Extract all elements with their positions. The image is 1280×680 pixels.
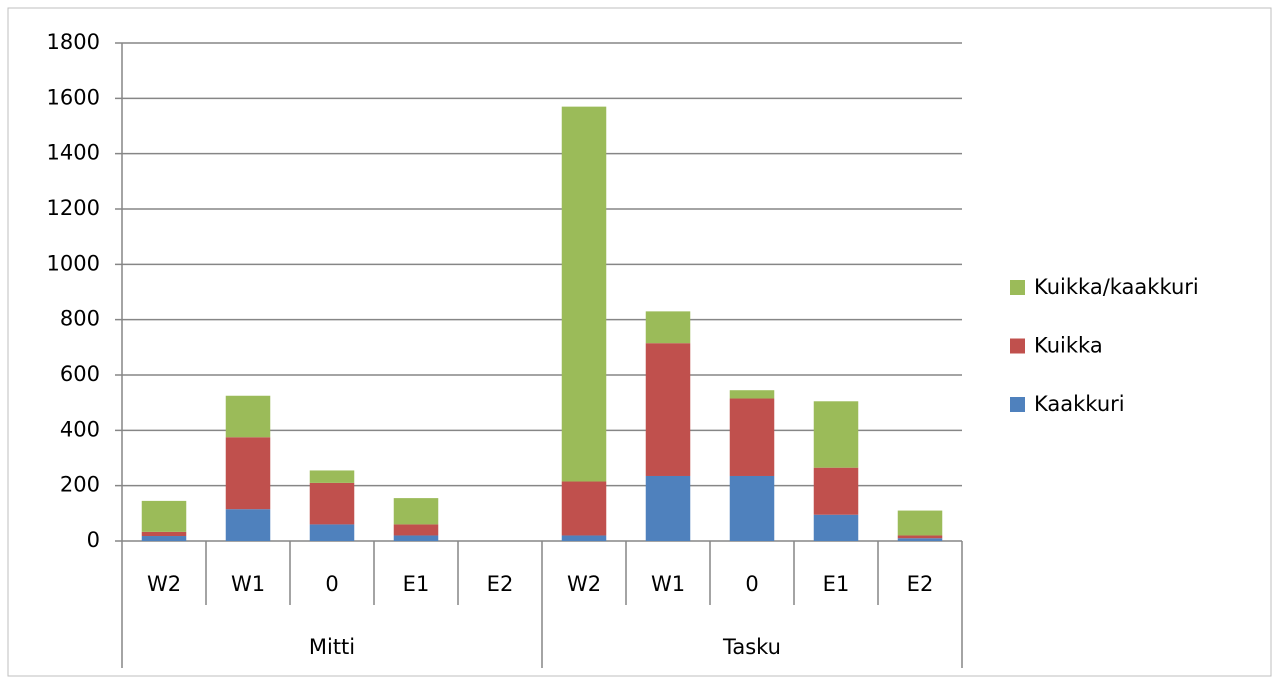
bar-segment (309, 524, 355, 541)
bar-segment (729, 475, 775, 541)
bar-segment (729, 390, 775, 399)
y-tick-label: 800 (60, 307, 100, 331)
bar-segment (813, 514, 859, 541)
bar-segment (141, 536, 187, 541)
y-tick-label: 1000 (47, 251, 100, 275)
bar-segment (561, 106, 607, 482)
bar-segment (309, 482, 355, 525)
legend-swatch (1010, 397, 1025, 412)
bar-segment (897, 535, 943, 539)
x-tick-label: W1 (231, 572, 265, 596)
x-tick-label: E2 (487, 572, 514, 596)
legend-label: Kuikka/kaakkuri (1034, 275, 1199, 299)
y-tick-label: 1200 (47, 196, 100, 220)
bar-segment (393, 498, 439, 525)
bar-segment (225, 395, 271, 438)
bar-segment (309, 470, 355, 483)
y-tick-label: 200 (60, 473, 100, 497)
legend-label: Kaakkuri (1034, 392, 1125, 416)
bar-segment (813, 401, 859, 468)
y-tick-label: 1600 (47, 85, 100, 109)
x-tick-label: W2 (567, 572, 601, 596)
bar-segment (225, 509, 271, 541)
legend-swatch (1010, 280, 1025, 295)
legend-swatch (1010, 338, 1025, 354)
legend-label: Kuikka (1034, 334, 1103, 358)
y-tick-label: 0 (87, 528, 100, 552)
bar-segment (645, 311, 691, 344)
bar-segment (813, 467, 859, 515)
bar-segment (897, 510, 943, 536)
bar-segment (645, 343, 691, 476)
y-tick-label: 1400 (47, 141, 100, 165)
bar-segment (645, 475, 691, 541)
bar-segment (393, 535, 439, 541)
y-tick-label: 1800 (47, 30, 100, 54)
x-tick-label: 0 (745, 572, 758, 596)
group-label: Mitti (309, 635, 355, 659)
x-tick-label: W1 (651, 572, 685, 596)
group-label: Tasku (722, 635, 781, 659)
y-tick-label: 400 (60, 417, 100, 441)
bar-segment (897, 538, 943, 541)
y-tick-label: 600 (60, 362, 100, 386)
x-tick-label: E1 (823, 572, 850, 596)
bar-segment (561, 535, 607, 541)
bar-segment (561, 481, 607, 536)
bar-segment (225, 437, 271, 510)
x-tick-label: W2 (147, 572, 181, 596)
bar-segment (729, 398, 775, 476)
bar-segment (141, 500, 187, 532)
x-tick-label: E1 (403, 572, 430, 596)
bar-segment (393, 524, 439, 536)
x-tick-label: E2 (907, 572, 934, 596)
chart-frame (7, 7, 1272, 677)
bar-segment (141, 531, 187, 537)
x-tick-label: 0 (325, 572, 338, 596)
